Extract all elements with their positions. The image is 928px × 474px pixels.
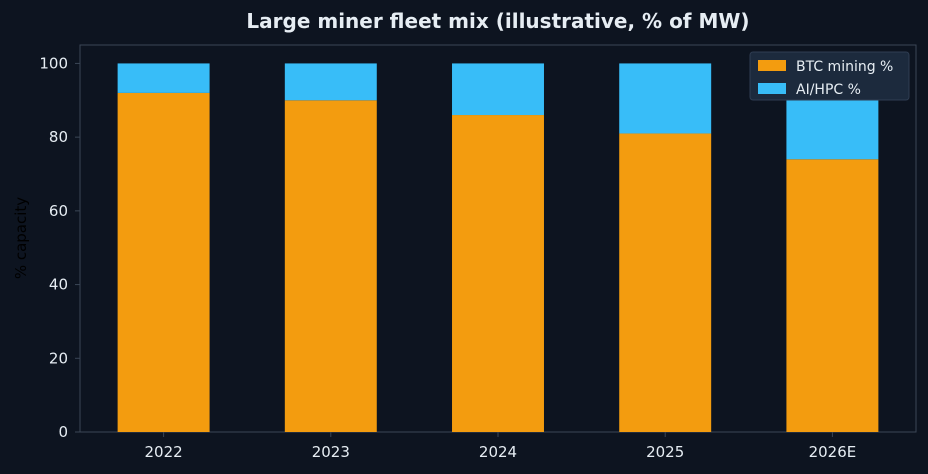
plot-area: 2022 2023 2024 2025 2026E 0 20 40 60 80 100 <box>39 44 917 461</box>
y-tick-label: 80 <box>49 128 68 146</box>
legend-box <box>749 51 910 101</box>
legend-label: BTC mining % <box>796 59 893 75</box>
x-tick-label: 2022 <box>145 443 183 461</box>
bar-ai-hpc-2023 <box>284 63 377 101</box>
y-tick-label: 40 <box>49 276 68 294</box>
bar-btc-mining-2023 <box>284 100 377 433</box>
legend-swatch <box>758 83 786 94</box>
y-tick-label: 100 <box>39 54 68 72</box>
bar-btc-mining-2026E <box>786 159 879 432</box>
y-axis-label: % capacity <box>12 197 30 279</box>
bar-btc-mining-2024 <box>452 115 544 433</box>
bar-btc-mining-2022 <box>117 92 210 433</box>
y-tick-label: 0 <box>58 423 68 441</box>
x-tick-label: 2023 <box>312 443 350 461</box>
legend-swatch <box>758 60 786 71</box>
chart-title: Large miner fleet mix (illustrative, % o… <box>246 9 749 33</box>
bar-ai-hpc-2024 <box>452 63 544 116</box>
legend-label: AI/HPC % <box>796 82 861 98</box>
y-tick-label: 20 <box>49 349 68 367</box>
x-tick-label: 2024 <box>479 443 517 461</box>
y-tick-label: 60 <box>49 202 68 220</box>
legend: BTC mining % AI/HPC % <box>749 51 910 101</box>
x-tick-label: 2026E <box>809 443 857 461</box>
bar-btc-mining-2025 <box>619 133 712 432</box>
bar-ai-hpc-2022 <box>117 63 210 93</box>
bar-ai-hpc-2025 <box>619 63 712 134</box>
x-tick-label: 2025 <box>646 443 684 461</box>
